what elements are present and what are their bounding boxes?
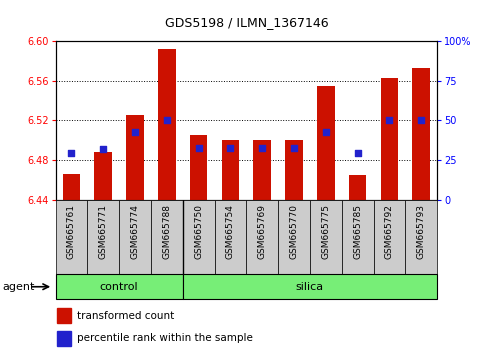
Text: GSM665785: GSM665785 — [353, 204, 362, 259]
Point — [131, 130, 139, 135]
Text: silica: silica — [296, 282, 324, 292]
Point — [385, 118, 393, 123]
Bar — [412, 68, 430, 200]
Text: GSM665774: GSM665774 — [130, 204, 140, 259]
Point — [195, 145, 202, 151]
Text: GSM665793: GSM665793 — [417, 204, 426, 259]
Bar — [190, 135, 207, 200]
Bar — [214, 200, 246, 274]
Point — [417, 118, 425, 123]
Point — [163, 118, 170, 123]
Bar — [158, 49, 176, 200]
Text: GSM665792: GSM665792 — [385, 204, 394, 259]
Bar — [183, 274, 437, 299]
Bar — [119, 200, 151, 274]
Bar — [151, 200, 183, 274]
Point — [68, 150, 75, 156]
Bar — [310, 200, 342, 274]
Text: GDS5198 / ILMN_1367146: GDS5198 / ILMN_1367146 — [165, 16, 328, 29]
Text: GSM665788: GSM665788 — [162, 204, 171, 259]
Point — [227, 145, 234, 151]
Bar — [342, 200, 373, 274]
Point — [354, 150, 361, 156]
Bar — [222, 140, 239, 200]
Text: GSM665770: GSM665770 — [289, 204, 298, 259]
Text: GSM665761: GSM665761 — [67, 204, 76, 259]
Point — [99, 147, 107, 152]
Text: GSM665769: GSM665769 — [258, 204, 267, 259]
Bar — [381, 78, 398, 200]
Text: GSM665754: GSM665754 — [226, 204, 235, 259]
Text: GSM665750: GSM665750 — [194, 204, 203, 259]
Text: GSM665775: GSM665775 — [321, 204, 330, 259]
Bar — [405, 200, 437, 274]
Bar — [254, 140, 271, 200]
Text: agent: agent — [2, 282, 35, 292]
Bar — [349, 175, 367, 200]
Point — [290, 145, 298, 151]
Bar — [285, 140, 303, 200]
Text: percentile rank within the sample: percentile rank within the sample — [76, 333, 253, 343]
Text: control: control — [100, 282, 139, 292]
Text: GSM665771: GSM665771 — [99, 204, 108, 259]
Bar — [87, 200, 119, 274]
Bar — [63, 174, 80, 200]
Bar — [246, 200, 278, 274]
Bar — [57, 308, 71, 323]
Point — [322, 130, 330, 135]
Bar — [57, 331, 71, 346]
Bar — [183, 200, 214, 274]
Bar — [126, 115, 144, 200]
Bar — [373, 200, 405, 274]
Text: transformed count: transformed count — [76, 311, 174, 321]
Point — [258, 145, 266, 151]
Bar — [56, 200, 87, 274]
Bar — [56, 274, 183, 299]
Bar — [278, 200, 310, 274]
Bar — [95, 152, 112, 200]
Bar — [317, 86, 335, 200]
